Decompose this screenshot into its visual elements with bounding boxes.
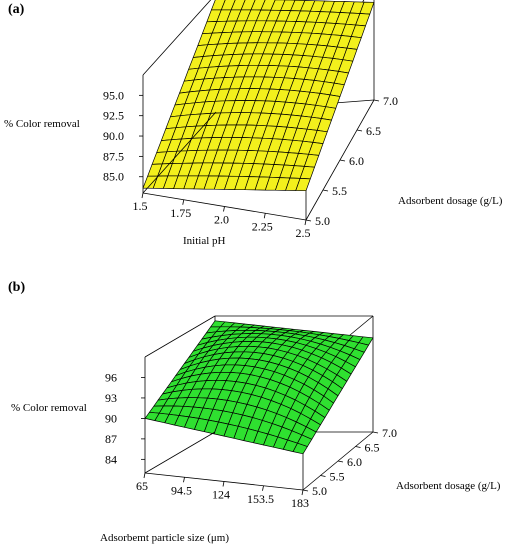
surface-mesh-b <box>144 320 374 455</box>
y-tick-label: 5.0 <box>312 484 327 498</box>
z-tick-label: 92.5 <box>103 109 124 123</box>
box-edge <box>142 111 217 194</box>
x-tick <box>182 199 185 205</box>
z-tick-labels-b: 84 87 90 93 96 <box>105 370 117 466</box>
tick-marks-b <box>141 377 379 496</box>
box-edge <box>144 431 216 474</box>
y-tick <box>320 475 326 477</box>
x-tick <box>263 213 266 219</box>
z-tick-label: 96 <box>105 370 117 384</box>
y-tick <box>373 99 380 102</box>
box-edge <box>142 0 212 76</box>
x-tick-labels-a: 1.5 1.75 2.0 2.25 2.5 <box>133 199 311 240</box>
panel-label-b: (b) <box>8 280 25 295</box>
z-tick-label: 87 <box>105 432 117 446</box>
z-tick-labels-a: 85.0 87.5 90.0 92.5 95.0 <box>103 88 124 183</box>
x-tick-label: 65 <box>136 479 148 493</box>
x-tick <box>304 219 307 226</box>
y-tick <box>322 189 329 192</box>
y-tick <box>302 489 309 492</box>
z-tick-label: 90 <box>105 411 117 425</box>
surface-mesh-a <box>142 0 375 192</box>
surface-cell <box>292 442 308 455</box>
x-tick-label: 153.5 <box>247 492 274 506</box>
x-tick <box>141 192 144 199</box>
y-axis-label-a: Adsorbent dosage (g/L) <box>398 195 503 207</box>
y-tick-label: 7.0 <box>383 94 398 108</box>
x-axis-label-a: Initial pH <box>183 235 226 247</box>
x-tick-label: 2.0 <box>214 213 229 227</box>
x-tick-label: 2.5 <box>296 226 311 240</box>
z-tick-label: 84 <box>105 452 117 466</box>
y-tick-label: 5.5 <box>332 184 347 198</box>
y-tick <box>305 219 312 222</box>
y-tick-label: 6.0 <box>349 154 364 168</box>
surface-plot-a: (a) 85.0 87.5 90.0 92.5 95.0 1.5 1.75 2.… <box>4 0 503 247</box>
y-tick-label: 5.5 <box>330 470 345 484</box>
x-tick-label: 1.75 <box>170 206 191 220</box>
panel-label-a: (a) <box>8 2 25 17</box>
x-tick <box>223 206 225 212</box>
x-axis-label-b: Adsorbemt particle size (μm) <box>100 532 229 544</box>
x-tick <box>301 489 304 496</box>
z-tick-label: 90.0 <box>103 129 124 143</box>
y-tick <box>337 460 344 463</box>
x-tick-label: 1.5 <box>133 199 148 213</box>
y-tick-label: 5.0 <box>315 214 330 228</box>
z-tick-label: 93 <box>105 391 117 405</box>
x-tick <box>262 485 264 491</box>
y-tick-labels-a: 5.0 5.5 6.0 6.5 7.0 <box>315 94 398 228</box>
tick-marks-a <box>139 94 380 226</box>
z-tick-label: 87.5 <box>103 149 124 163</box>
x-tick <box>143 472 146 479</box>
x-tick-label: 124 <box>212 488 230 502</box>
x-tick-label: 183 <box>291 496 309 510</box>
x-tick-labels-b: 65 94.5 124 153.5 183 <box>136 479 309 510</box>
y-tick-label: 6.5 <box>366 124 381 138</box>
y-tick-label: 7.0 <box>382 426 397 440</box>
y-tick <box>372 431 379 434</box>
x-tick <box>222 481 225 487</box>
z-tick-label: 85.0 <box>103 170 124 184</box>
y-tick-labels-b: 5.0 5.5 6.0 6.5 7.0 <box>312 426 397 498</box>
y-tick <box>355 446 361 448</box>
z-axis-label-b: % Color removal <box>11 402 87 414</box>
y-tick-label: 6.0 <box>347 455 362 469</box>
y-tick-label: 6.5 <box>365 441 380 455</box>
z-tick-label: 95.0 <box>103 88 124 102</box>
surface-cell <box>295 178 311 192</box>
y-tick <box>356 129 363 132</box>
y-axis-label-b: Adsorbent dosage (g/L) <box>396 480 501 492</box>
x-tick-label: 2.25 <box>252 219 273 233</box>
box-edge <box>144 315 216 358</box>
surface-plot-b: (b) 84 87 90 93 96 65 94.5 124 153.5 183… <box>8 280 501 544</box>
y-tick <box>339 159 346 162</box>
x-tick <box>183 477 185 483</box>
z-axis-label-a: % Color removal <box>4 118 80 130</box>
x-tick-label: 94.5 <box>171 483 192 497</box>
